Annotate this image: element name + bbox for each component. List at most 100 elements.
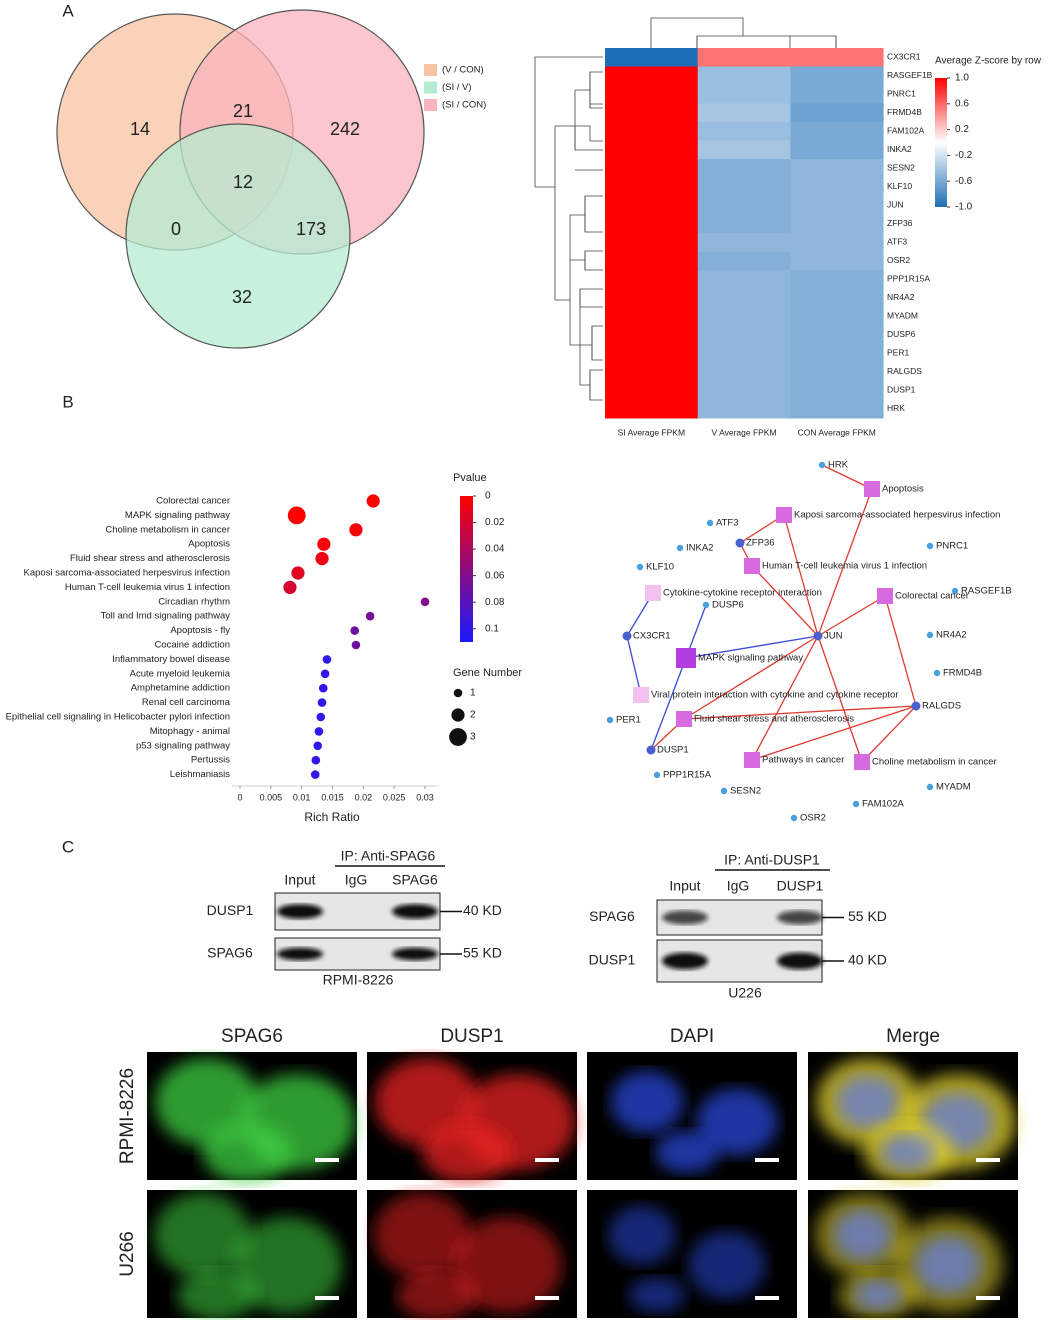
y-tick-label: Choline metabolism in cancer xyxy=(105,524,230,535)
venn-count: 0 xyxy=(171,219,181,239)
gene-node xyxy=(636,563,644,571)
nucleus xyxy=(834,1209,892,1261)
gene-label: INKA2 xyxy=(887,144,912,154)
gene-label: PPP1R15A xyxy=(887,274,930,284)
node-label: Cytokine-cytokine receptor interaction xyxy=(663,588,822,599)
ip-label: IP: Anti-DUSP1 xyxy=(724,852,820,868)
node-label: ATF3 xyxy=(716,518,739,529)
heatmap-cell xyxy=(790,103,884,123)
scale-bar xyxy=(315,1296,339,1300)
heatmap-cell xyxy=(605,122,699,141)
cell xyxy=(629,1277,685,1313)
gene-label: CX3CR1 xyxy=(887,52,921,62)
node-label: MAPK signaling pathway xyxy=(698,653,803,664)
heatmap-cell xyxy=(790,214,884,234)
y-tick-label: Human T-cell leukemia virus 1 infection xyxy=(65,582,230,593)
scale-bar xyxy=(315,1158,339,1162)
cell-line-label: U226 xyxy=(728,985,762,1001)
heatmap-cell xyxy=(605,140,699,160)
cell xyxy=(374,1193,470,1277)
blot-band xyxy=(277,947,323,961)
scale-bar xyxy=(755,1296,779,1300)
heatmap-cell xyxy=(605,103,699,123)
cell xyxy=(610,1071,684,1133)
legend-title: Gene Number xyxy=(453,667,522,679)
heatmap-cell xyxy=(697,214,791,234)
gene-node xyxy=(790,814,798,822)
heatmap-cell xyxy=(697,251,791,271)
nucleus xyxy=(854,1280,902,1310)
cell xyxy=(608,1205,676,1265)
node-label: INKA2 xyxy=(686,543,713,554)
gene-label: ATF3 xyxy=(887,237,907,247)
gene-label: PER1 xyxy=(887,348,909,358)
network-edge xyxy=(884,595,917,707)
row-label: DUSP1 xyxy=(207,902,254,918)
pathway-node xyxy=(676,648,696,668)
row-label: SPAG6 xyxy=(589,908,635,924)
scale-bar xyxy=(976,1296,1000,1300)
row-label: DUSP1 xyxy=(589,952,636,968)
y-tick-label: Mitophagy - animal xyxy=(150,726,230,737)
scale-bar xyxy=(976,1158,1000,1162)
heatmap-cell xyxy=(790,344,884,363)
network-edge xyxy=(685,635,819,659)
blot-band xyxy=(662,910,708,925)
network-edge xyxy=(683,705,917,720)
heatmap-cell xyxy=(605,251,699,271)
network-edge xyxy=(751,705,917,761)
gene-node xyxy=(702,601,710,609)
cell xyxy=(202,1122,292,1182)
network-edge xyxy=(821,464,873,490)
gene-node xyxy=(951,587,959,595)
ip-label: IP: Anti-SPAG6 xyxy=(341,848,436,864)
column-title: DUSP1 xyxy=(440,1026,503,1047)
dot xyxy=(351,640,361,650)
row-dendrogram xyxy=(534,56,603,401)
network-edge xyxy=(626,635,642,696)
heatmap-cell xyxy=(790,325,884,345)
size-legend-dot xyxy=(449,728,467,746)
node-label: JUN xyxy=(824,631,843,642)
dot xyxy=(366,494,380,508)
gene-node xyxy=(622,631,632,641)
network-edge xyxy=(861,705,917,763)
network-edge xyxy=(817,595,886,637)
gene-label: RALGDS xyxy=(887,366,922,376)
heatmap-cell xyxy=(605,66,699,86)
heatmap-cell xyxy=(605,214,699,234)
colorbar-tick-label: 0.2 xyxy=(955,124,969,135)
heatmap-cell xyxy=(605,288,699,308)
node-label: SESN2 xyxy=(730,786,761,797)
venn-count: 242 xyxy=(330,119,360,139)
y-tick-label: Leishmaniasis xyxy=(170,769,230,780)
heatmap-cell xyxy=(790,251,884,271)
node-label: RALGDS xyxy=(922,701,961,712)
gene-node xyxy=(706,519,714,527)
venn-count: 12 xyxy=(233,172,253,192)
colorbar-tick-label: 0.06 xyxy=(485,570,505,581)
legend-title: Pvalue xyxy=(453,472,487,484)
gene-label: FRMD4B xyxy=(887,107,922,117)
gene-label: NR4A2 xyxy=(887,292,915,302)
node-label: Pathways in cancer xyxy=(762,755,844,766)
dot xyxy=(317,698,327,707)
column-dendrogram xyxy=(650,17,837,48)
y-tick-label: Colorectal cancer xyxy=(156,496,230,507)
node-label: OSR2 xyxy=(800,813,826,824)
gene-node xyxy=(933,669,941,677)
heatmap-cell xyxy=(605,325,699,345)
lane-label: Input xyxy=(669,878,700,894)
cell xyxy=(688,1231,766,1299)
dot xyxy=(315,552,329,566)
heatmap-cell xyxy=(790,177,884,197)
scale-bar xyxy=(755,1158,779,1162)
heatmap-cell xyxy=(605,344,699,363)
node-label: Apoptosis xyxy=(882,484,924,495)
y-tick-label: Kaposi sarcoma-associated herpesvirus in… xyxy=(24,568,230,579)
pathway-node xyxy=(776,507,792,523)
y-tick-label: Pertussis xyxy=(191,755,230,766)
row-label: SPAG6 xyxy=(207,945,253,961)
pathway-node xyxy=(633,687,649,703)
size-legend-dot xyxy=(453,688,463,698)
